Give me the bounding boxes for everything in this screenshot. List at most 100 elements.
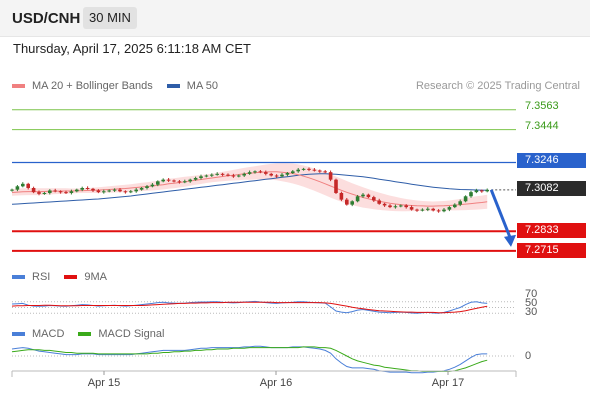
macd-legend: MACD MACD Signal <box>12 328 164 340</box>
candle-body-28 <box>161 179 165 182</box>
ma50-line <box>11 173 488 205</box>
x-tick-apr-16: Apr 16 <box>259 377 293 389</box>
candle-body-59 <box>328 172 333 180</box>
candle-body-44 <box>247 172 252 174</box>
candle-body-58 <box>323 171 327 173</box>
candle-body-14 <box>85 187 90 189</box>
candle-body-45 <box>253 171 257 173</box>
candle-body-16 <box>96 190 101 193</box>
x-tick-apr-17: Apr 17 <box>431 377 465 389</box>
candle-body-56 <box>312 169 317 171</box>
candle-body-64 <box>355 196 360 202</box>
candle-body-25 <box>145 186 149 188</box>
candle-body-15 <box>91 188 95 191</box>
candle-body-69 <box>382 203 387 206</box>
last-price-label: 7.3082 <box>517 181 586 196</box>
candle-body-1 <box>15 186 20 190</box>
level-label-7-3444: 7.3444 <box>525 120 559 132</box>
candle-body-9 <box>58 191 63 193</box>
candle-body-85 <box>469 192 473 197</box>
candle-body-67 <box>372 197 376 201</box>
candle-body-46 <box>258 171 263 173</box>
candle-body-84 <box>463 196 468 202</box>
timeframe-button[interactable]: 30 MIN <box>83 7 137 29</box>
candle-body-20 <box>118 189 122 192</box>
candle-body-4 <box>31 187 36 193</box>
candle-body-17 <box>102 191 106 193</box>
candle-body-35 <box>199 176 203 179</box>
candle-body-21 <box>123 191 128 193</box>
candle-body-51 <box>285 173 290 175</box>
macd-line <box>11 345 488 374</box>
candle-body-48 <box>269 173 273 176</box>
candle-body-71 <box>393 206 398 208</box>
rsi-swatch <box>12 275 25 279</box>
candle-body-22 <box>129 191 133 193</box>
ma20-swatch <box>12 84 25 88</box>
candle-body-88 <box>485 189 489 192</box>
candle-body-75 <box>415 209 419 211</box>
candle-body-76 <box>420 209 425 211</box>
candle-body-23 <box>134 189 138 192</box>
candle-body-50 <box>280 174 284 177</box>
candle-body-53 <box>296 169 300 172</box>
candles-group <box>10 167 489 213</box>
candle-body-32 <box>183 181 187 183</box>
candle-body-57 <box>318 170 322 172</box>
macd-signal-line <box>11 346 488 372</box>
macd-tick-0: 0 <box>525 350 532 362</box>
header-bar: USD/CNH 30 MIN <box>0 0 590 37</box>
candle-body-81 <box>447 207 452 210</box>
candle-body-36 <box>204 175 209 177</box>
support-label-2: 7.2715 <box>517 243 586 258</box>
candle-body-49 <box>274 175 279 177</box>
rsi-tick-70: 70 <box>525 288 538 300</box>
rsi-tick-30: 30 <box>525 306 538 318</box>
rsi-ma-legend-label: 9MA <box>84 271 107 283</box>
candle-body-34 <box>193 178 198 180</box>
projection-arrowhead <box>504 234 516 247</box>
candle-body-33 <box>188 179 192 182</box>
candle-body-87 <box>480 190 484 192</box>
candle-body-52 <box>291 171 295 174</box>
macd-swatch <box>12 332 25 336</box>
rsi-ma-swatch <box>64 275 78 279</box>
candle-body-70 <box>388 205 392 208</box>
macd-signal-swatch <box>78 332 92 336</box>
candle-body-79 <box>436 210 441 212</box>
timestamp: Thursday, April 17, 2025 6:11:18 AM CET <box>13 41 251 56</box>
candle-body-83 <box>458 201 462 205</box>
rsi-legend-label: RSI <box>32 271 51 283</box>
candle-body-12 <box>75 189 79 192</box>
candle-body-80 <box>442 209 446 212</box>
candle-body-26 <box>150 184 155 187</box>
candle-body-55 <box>307 168 311 170</box>
candle-body-82 <box>453 204 457 208</box>
symbol-title: USD/CNH <box>12 10 81 27</box>
candle-body-63 <box>350 201 354 205</box>
candle-body-68 <box>377 200 381 204</box>
rsi-tick-50: 50 <box>525 297 538 309</box>
ma20-legend-label: MA 20 + Bollinger Bands <box>32 80 153 92</box>
candle-body-8 <box>53 190 57 192</box>
candle-body-5 <box>37 192 41 194</box>
candle-body-43 <box>242 173 246 176</box>
candle-body-62 <box>345 199 349 205</box>
candle-body-6 <box>42 192 47 194</box>
candle-body-2 <box>21 183 25 187</box>
candle-body-47 <box>264 172 268 174</box>
candle-body-42 <box>237 175 241 177</box>
candle-body-61 <box>339 192 344 200</box>
candle-body-38 <box>215 173 219 175</box>
candle-body-11 <box>69 191 74 193</box>
candle-body-72 <box>399 205 403 207</box>
candle-body-31 <box>177 181 182 183</box>
candle-body-7 <box>48 190 52 193</box>
candle-body-66 <box>366 194 371 198</box>
support-label-1: 7.2833 <box>517 223 586 238</box>
rsi-ma-line <box>11 301 488 314</box>
candle-body-65 <box>361 194 365 197</box>
candle-body-73 <box>404 205 408 208</box>
macd-signal-legend-label: MACD Signal <box>98 328 165 340</box>
